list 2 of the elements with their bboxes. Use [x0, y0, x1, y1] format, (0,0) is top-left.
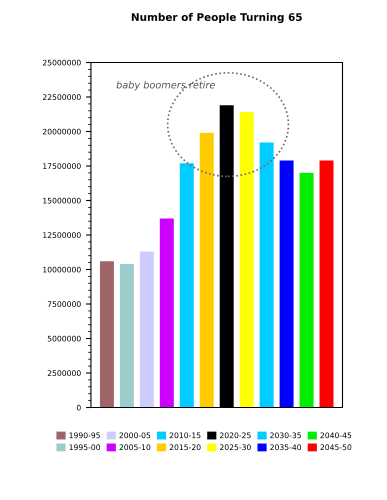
chart-title: Number of People Turning 65 [132, 12, 302, 24]
annotation: baby boomers retire [116, 80, 215, 90]
